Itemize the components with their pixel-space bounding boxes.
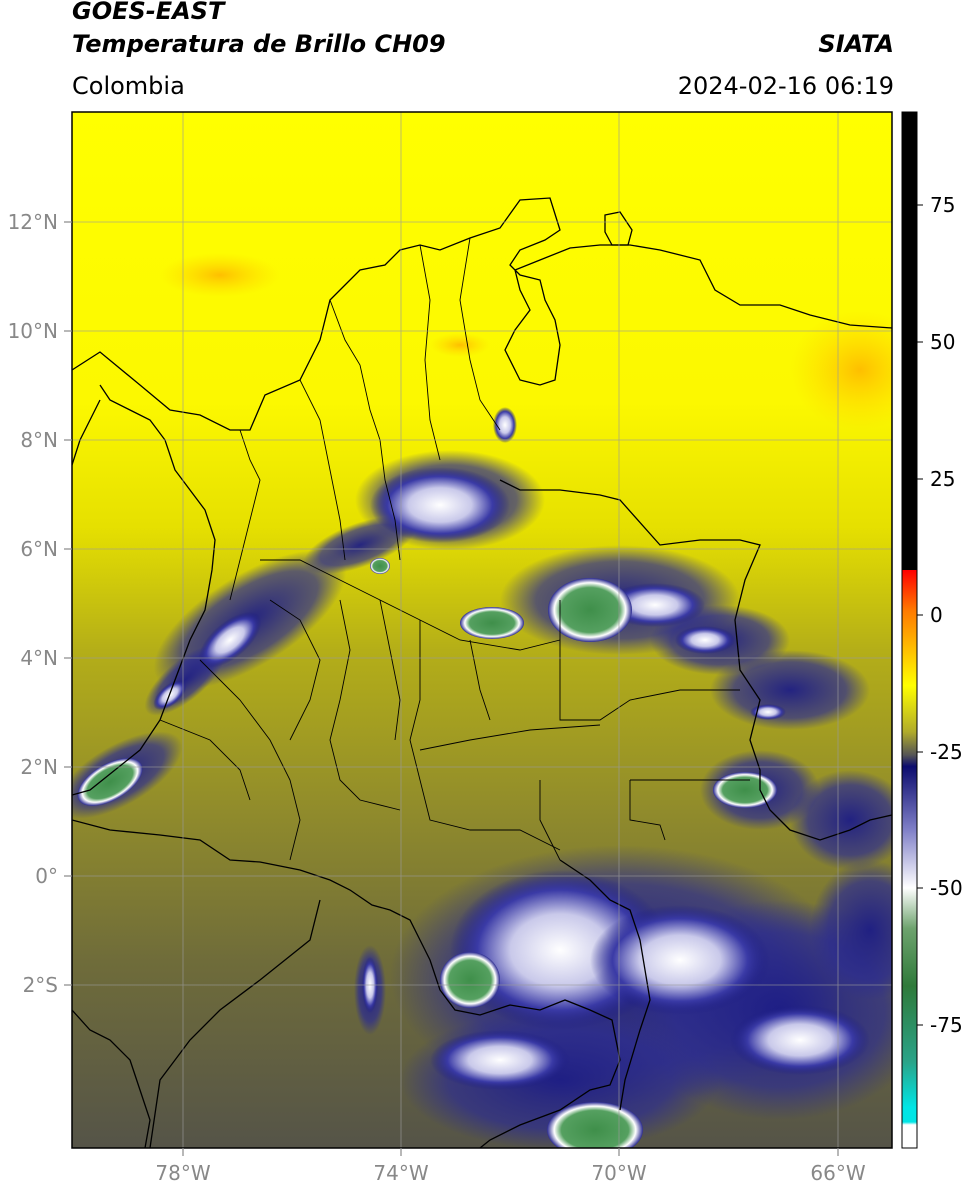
lat-label: 12°N (8, 210, 58, 234)
graticule (72, 112, 892, 1148)
lat-label: 6°N (20, 537, 58, 561)
colorbar-tick-label: 50 (930, 330, 955, 354)
satellite-image (72, 112, 892, 1148)
cloud-tops (153, 407, 870, 1090)
lat-label: 8°N (20, 428, 58, 452)
lat-label: 4°N (20, 646, 58, 670)
brand-label: SIATA (818, 30, 894, 58)
admin-borders (159, 237, 750, 861)
colorbar-tick-label: -25 (930, 740, 963, 764)
colorbar-segment (902, 570, 917, 1148)
colorbar-tick-label: 75 (930, 193, 955, 217)
lon-ticks (182, 1148, 839, 1156)
lat-label: 0° (35, 864, 58, 888)
lon-label: 70°W (591, 1161, 646, 1185)
lon-labels: 78°W 74°W 70°W 66°W (155, 1161, 865, 1185)
colorbar-tick-label: -50 (930, 876, 963, 900)
satellite-title: GOES-EAST (72, 0, 225, 25)
colorbar-tick-label: 25 (930, 467, 955, 491)
lat-labels: 12°N 10°N 8°N 6°N 4°N 2°N 0° 2°S (8, 210, 58, 997)
lon-label: 66°W (810, 1161, 865, 1185)
lat-label: 2°S (23, 973, 58, 997)
colorbar-frame (901, 111, 918, 1149)
lat-label: 2°N (20, 755, 58, 779)
lat-ticks (64, 221, 72, 986)
lat-label: 10°N (8, 319, 58, 343)
colorbar-segment (902, 112, 917, 570)
colorbar: 75 50 25 0 -25 -50 -75 (901, 111, 963, 1149)
region-label: Colombia (72, 72, 185, 100)
colorbar-tick-label: -75 (930, 1013, 963, 1037)
product-title: Temperatura de Brillo CH09 (72, 30, 446, 58)
lon-label: 74°W (373, 1161, 428, 1185)
datetime-label: 2024-02-16 06:19 (677, 72, 894, 100)
lon-label: 78°W (155, 1161, 210, 1185)
colorbar-tick-label: 0 (930, 603, 943, 627)
map-frame (71, 111, 893, 1149)
